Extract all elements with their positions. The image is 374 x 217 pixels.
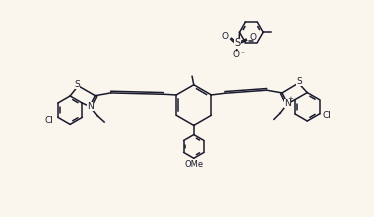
- Text: O: O: [232, 50, 239, 59]
- Text: N: N: [87, 102, 94, 111]
- Text: S: S: [235, 38, 241, 48]
- Text: S: S: [296, 77, 302, 86]
- Text: Cl: Cl: [322, 111, 331, 120]
- Text: O: O: [221, 31, 228, 41]
- Text: O: O: [249, 33, 256, 42]
- Text: ⁻: ⁻: [240, 49, 245, 58]
- Text: Cl: Cl: [45, 116, 53, 125]
- Text: N: N: [284, 99, 291, 108]
- Text: S: S: [75, 80, 80, 89]
- Text: OMe: OMe: [184, 160, 203, 169]
- Text: +: +: [288, 96, 294, 102]
